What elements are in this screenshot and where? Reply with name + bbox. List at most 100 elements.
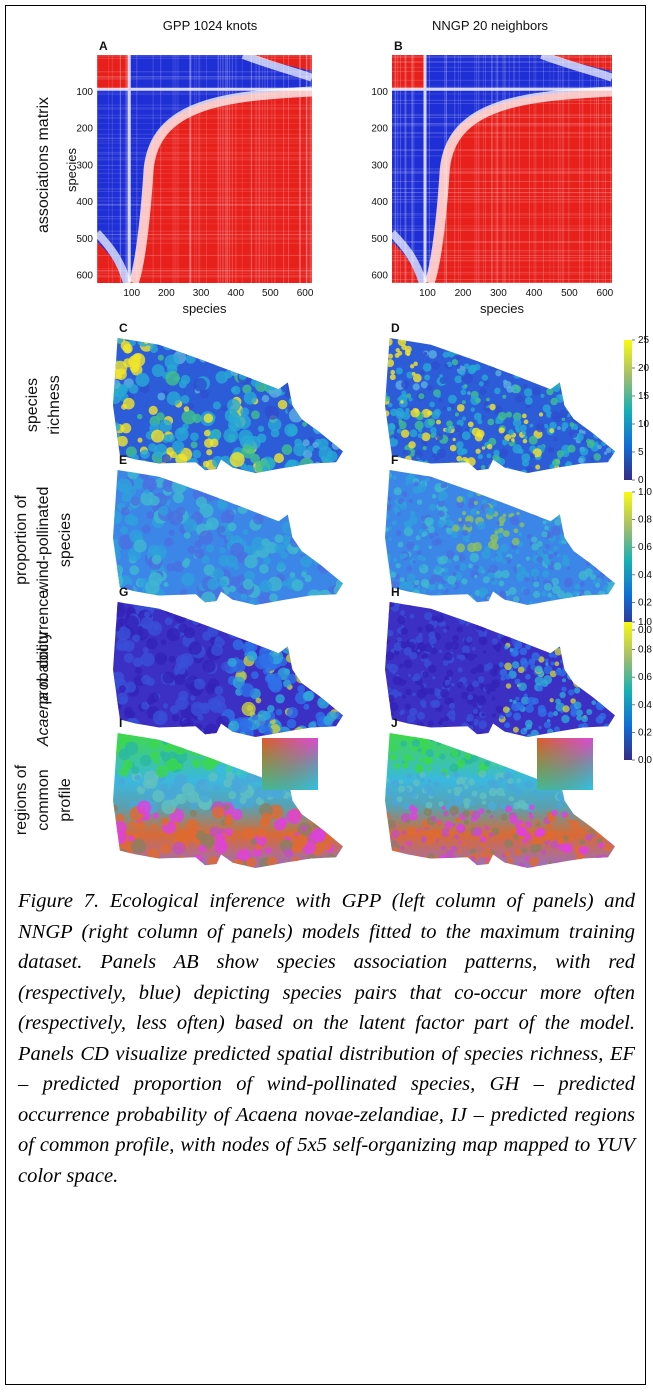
- map-texture: [338, 482, 345, 489]
- map-texture: [440, 689, 449, 698]
- map-texture: [548, 447, 555, 454]
- map-texture: [537, 686, 543, 692]
- map-texture: [594, 466, 598, 470]
- map-texture: [431, 361, 440, 370]
- x-tick-label: 100: [123, 288, 140, 299]
- map-texture: [401, 813, 410, 822]
- map-texture: [512, 538, 520, 546]
- map-texture: [508, 751, 516, 759]
- map-texture: [202, 756, 216, 770]
- map-texture: [243, 579, 254, 590]
- map-texture: [472, 791, 478, 797]
- map-texture: [468, 421, 474, 427]
- figure: GPP 1024 knotsNNGP 20 neighbors100100200…: [0, 0, 653, 880]
- map-texture: [471, 810, 480, 819]
- map-texture: [206, 684, 217, 695]
- map-texture: [278, 360, 288, 370]
- map-texture: [308, 806, 320, 818]
- map-texture: [330, 560, 337, 567]
- map-texture: [574, 611, 581, 618]
- map-texture: [297, 513, 312, 528]
- map-texture: [595, 659, 604, 668]
- map-texture: [437, 449, 446, 458]
- map-texture: [472, 482, 476, 486]
- map-texture: [273, 480, 287, 494]
- map-texture: [190, 432, 199, 441]
- map-texture: [444, 860, 450, 866]
- map-texture: [573, 829, 577, 833]
- map-texture: [594, 758, 603, 767]
- map-texture: [610, 638, 616, 644]
- map-texture: [436, 821, 441, 826]
- map-texture: [306, 639, 315, 648]
- map-texture: [449, 474, 457, 482]
- map-texture: [274, 534, 283, 543]
- map-texture: [423, 784, 431, 792]
- map-texture: [381, 706, 389, 714]
- map-texture: [119, 697, 127, 705]
- map-texture: [429, 504, 436, 511]
- map-texture: [421, 778, 425, 782]
- map-texture: [446, 527, 450, 531]
- map-texture: [437, 593, 442, 598]
- map-texture: [189, 641, 202, 654]
- map-texture: [382, 491, 388, 497]
- map-texture: [587, 655, 596, 664]
- map-texture: [399, 664, 403, 668]
- map-texture: [123, 759, 133, 769]
- map-texture: [491, 638, 498, 645]
- map-texture: [610, 432, 614, 436]
- map-texture: [594, 759, 600, 765]
- map-texture: [476, 735, 483, 742]
- map-texture: [454, 858, 459, 863]
- map-texture: [594, 735, 602, 743]
- map-texture: [472, 703, 476, 707]
- map-texture: [454, 425, 462, 433]
- map-texture: [516, 365, 520, 369]
- map-texture: [146, 511, 154, 519]
- map-texture: [401, 380, 410, 389]
- map-texture: [383, 428, 388, 433]
- map-texture: [462, 600, 468, 606]
- x-tick-label: 300: [490, 288, 507, 299]
- map-texture: [532, 387, 541, 396]
- map-texture: [600, 773, 609, 782]
- map-texture: [401, 627, 408, 634]
- association-matrix: [97, 55, 312, 283]
- map-texture: [549, 652, 555, 658]
- map-texture: [451, 856, 459, 864]
- map-texture: [194, 854, 203, 863]
- map-texture: [413, 374, 422, 383]
- map-texture: [131, 766, 139, 774]
- map-texture: [321, 526, 328, 533]
- map-texture: [489, 832, 494, 837]
- map-texture: [556, 507, 563, 514]
- map-texture: [515, 426, 520, 431]
- map-texture: [421, 836, 427, 842]
- map-texture: [445, 676, 449, 680]
- map-texture: [464, 753, 471, 760]
- map-texture: [571, 415, 579, 423]
- map-texture: [581, 598, 587, 604]
- y-tick-label: 500: [76, 234, 93, 245]
- map-texture: [213, 401, 221, 409]
- map-texture: [301, 376, 313, 388]
- map-texture: [513, 834, 518, 839]
- map-texture: [514, 388, 518, 392]
- map-texture: [480, 843, 485, 848]
- map-texture: [608, 838, 614, 844]
- map-texture: [206, 544, 214, 552]
- map-texture: [538, 348, 546, 356]
- map-texture: [235, 491, 249, 505]
- map-texture: [415, 764, 424, 773]
- map-texture: [509, 604, 518, 613]
- map-texture: [592, 521, 597, 526]
- map-texture: [299, 545, 309, 555]
- map-texture: [472, 680, 479, 687]
- map-texture: [230, 424, 237, 431]
- map-texture: [496, 739, 505, 748]
- map-texture: [312, 806, 322, 816]
- map-texture: [553, 385, 560, 392]
- map-texture: [229, 608, 244, 623]
- map-texture: [451, 608, 457, 614]
